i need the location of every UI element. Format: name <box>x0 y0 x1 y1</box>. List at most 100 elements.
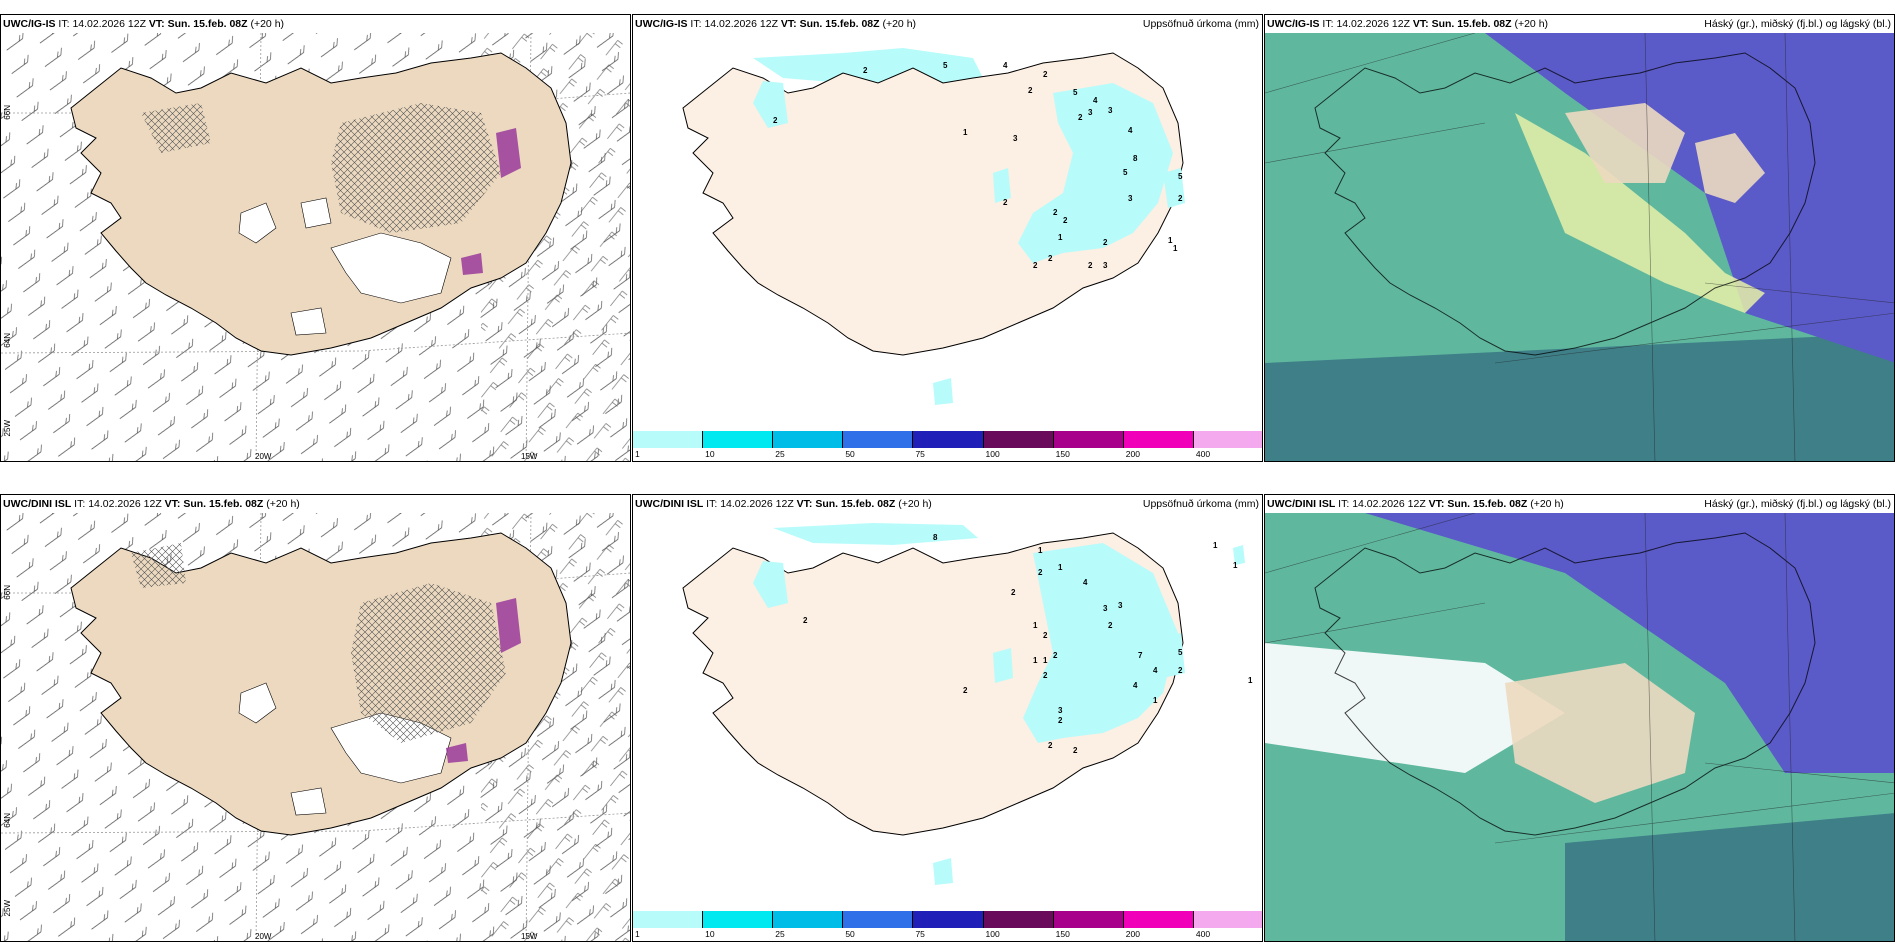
colorbar-swatch <box>1053 911 1124 928</box>
panel-title: Háský (gr.), miðský (fj.bl.) og lágský (… <box>1704 18 1891 30</box>
map-panel-wind-top: UWC/IG-IS IT: 14.02.2026 12Z VT: Sun. 15… <box>0 14 631 462</box>
lead-time: (+20 h) <box>266 498 300 510</box>
model-name: UWC/DINI ISL <box>3 498 72 510</box>
iceland-coastline <box>1314 532 1816 836</box>
precip-area <box>933 378 953 405</box>
precip-value-label: 2 <box>963 686 968 695</box>
lead-time: (+20 h) <box>882 18 917 30</box>
precip-value-label: 8 <box>933 533 938 542</box>
colorbar-swatch <box>773 911 844 928</box>
precip-area <box>753 561 788 608</box>
precip-value-label: 3 <box>1088 108 1093 117</box>
colorbar: 1 10 25 50 75 100 150 200 400 <box>633 431 1262 461</box>
precip-value-label: 2 <box>1053 208 1058 217</box>
precip-area <box>933 858 953 885</box>
iceland-coastline <box>1314 52 1816 356</box>
precip-area <box>993 168 1011 203</box>
lon-label-15w: 15W <box>521 452 538 461</box>
panel-header: UWC/DINI ISL IT: 14.02.2026 12Z VT: Sun.… <box>1 495 630 513</box>
precip-value-label: 3 <box>1118 601 1123 610</box>
iceland-landmass <box>682 52 1184 356</box>
vt-value: Sun. 15.feb. 08Z <box>799 18 880 30</box>
iceland-landmass <box>70 532 572 836</box>
it-value: 14.02.2026 12Z <box>1352 498 1426 510</box>
lead-time: (+20 h) <box>1530 498 1564 510</box>
colorbar-swatch <box>843 911 914 928</box>
colorbar-label: 150 <box>1055 449 1070 459</box>
lon-label-25w-edge: 25W <box>3 420 12 437</box>
lead-time: (+20 h) <box>250 18 285 30</box>
precip-value-label: 2 <box>863 66 868 75</box>
vt-value: Sun. 15.feb. 08Z <box>167 18 248 30</box>
lon-label-15w: 15W <box>521 932 538 941</box>
map-panel-cloud-bottom: UWC/DINI ISL IT: 14.02.2026 12Z VT: Sun.… <box>1264 494 1895 942</box>
precip-value-label: 1 <box>1033 621 1038 630</box>
colorbar-label: 75 <box>915 929 925 939</box>
model-name: UWC/IG-IS <box>3 18 56 30</box>
map-panel-precip-bottom: UWC/DINI ISL IT: 14.02.2026 12Z VT: Sun.… <box>632 494 1263 942</box>
graticule-64n <box>1 332 630 354</box>
colorbar-swatch <box>773 431 844 448</box>
precip-value-label: 5 <box>1123 168 1128 177</box>
lon-label-25w-edge: 25W <box>3 900 12 917</box>
cloud-map <box>1265 513 1894 941</box>
lead-time: (+20 h) <box>1514 18 1549 30</box>
colorbar-swatch <box>843 431 914 448</box>
it-value: 14.02.2026 12Z <box>1336 18 1410 30</box>
colorbar-label: 10 <box>705 929 715 939</box>
lead-time: (+20 h) <box>898 498 932 510</box>
precip-value-label: 1 <box>1168 236 1173 245</box>
precip-value-label: 2 <box>1033 261 1038 270</box>
precip-value-label: 4 <box>1128 126 1133 135</box>
it-label: IT: <box>1322 18 1334 30</box>
precip-value-label: 2 <box>1048 254 1053 263</box>
colorbar-label: 25 <box>775 929 785 939</box>
colorbar-label: 400 <box>1195 449 1211 459</box>
precip-area <box>1163 168 1185 208</box>
precip-value-label: 7 <box>1138 651 1143 660</box>
colorbar-label: 400 <box>1195 929 1211 939</box>
precip-value-label: 3 <box>1128 194 1133 203</box>
lat-label-66n: 66N <box>3 585 12 600</box>
panel-header: UWC/DINI ISL IT: 14.02.2026 12Z VT: Sun.… <box>633 495 1262 513</box>
precip-value-label: 2 <box>803 616 808 625</box>
it-value: 14.02.2026 12Z <box>704 18 778 30</box>
precip-value-label: 2 <box>1178 666 1183 675</box>
colorbar-swatch <box>633 431 704 448</box>
precip-value-label: 2 <box>1011 588 1016 597</box>
vt-value: Sun. 15.feb. 08Z <box>183 498 264 510</box>
precip-value-label: 1 <box>1213 541 1218 550</box>
precip-value-label: 1 <box>1233 561 1238 570</box>
precip-value-label: 1 <box>963 128 968 137</box>
panel-header: UWC/IG-IS IT: 14.02.2026 12Z VT: Sun. 15… <box>633 15 1262 33</box>
precip-value-label: 3 <box>1013 134 1018 143</box>
colorbar-label: 200 <box>1125 929 1140 939</box>
colorbar-swatch <box>1123 911 1194 928</box>
precip-value-label: 1 <box>1248 676 1253 685</box>
precip-value-label: 2 <box>1073 746 1078 755</box>
colorbar-label: 200 <box>1125 449 1140 459</box>
precip-value-label: 8 <box>1133 154 1138 163</box>
wind-map <box>1 513 630 941</box>
precip-value-label: 1 <box>1043 656 1048 665</box>
colorbar-label: 75 <box>915 449 925 459</box>
precip-value-label: 2 <box>1058 716 1063 725</box>
precip-value-label: 5 <box>1178 172 1183 181</box>
precip-value-label: 2 <box>1043 631 1048 640</box>
colorbar-label: 1 <box>635 929 640 939</box>
it-label: IT: <box>690 18 702 30</box>
precip-area <box>1158 633 1185 678</box>
colorbar-label: 25 <box>775 449 785 459</box>
map-panel-cloud-top: UWC/IG-IS IT: 14.02.2026 12Z VT: Sun. 15… <box>1264 14 1895 462</box>
colorbar-label: 10 <box>705 449 715 459</box>
precip-value-label: 3 <box>1058 706 1063 715</box>
model-name: UWC/IG-IS <box>1267 18 1320 30</box>
colorbar-label: 100 <box>985 929 1000 939</box>
precip-area <box>753 81 788 128</box>
colorbar-swatch <box>983 431 1054 448</box>
precip-value-label: 2 <box>1178 194 1183 203</box>
precip-value-label: 4 <box>1133 681 1138 690</box>
